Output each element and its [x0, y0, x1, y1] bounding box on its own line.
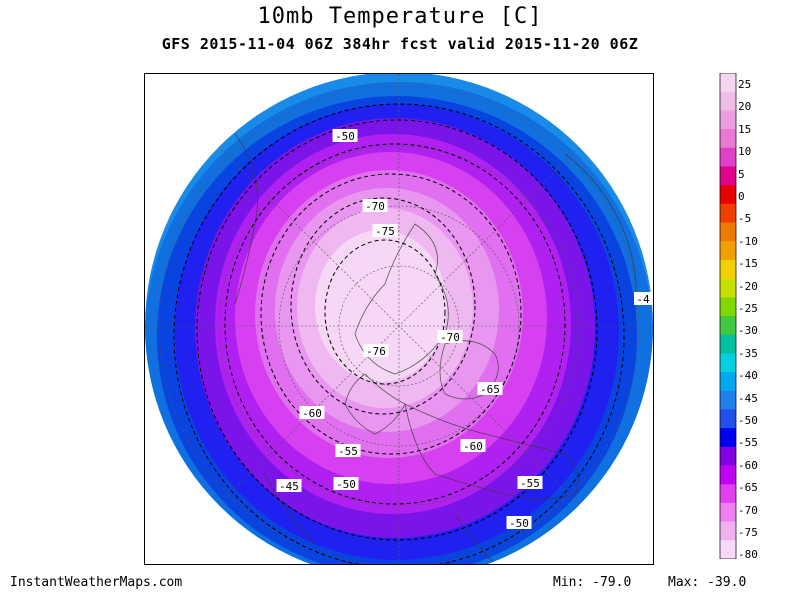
color-scale-tick: -20	[738, 279, 758, 293]
color-scale-swatch	[720, 222, 736, 242]
color-scale-tick: -40	[738, 369, 758, 383]
contour-label: -76	[366, 345, 386, 358]
contour-label: -55	[338, 445, 358, 458]
contour-label: -50	[335, 130, 355, 143]
contour-label: -50	[509, 517, 529, 530]
site-credit: InstantWeatherMaps.com	[10, 575, 183, 590]
contour-labels: -50 -70 -75 -70 -76 -65 -60 -60 -55 -50 -45 -55 -50 -…	[276, 129, 652, 530]
coastlines	[234, 133, 637, 564]
color-scale-swatch	[720, 73, 736, 93]
color-scale-swatch	[720, 241, 736, 261]
color-scale-swatch	[720, 110, 736, 130]
contour-label: -65	[480, 383, 500, 396]
color-scale-swatch	[720, 91, 736, 111]
color-scale-swatch	[720, 390, 736, 410]
color-scale-swatch	[720, 446, 736, 467]
min-value: Min: -79.0	[553, 575, 632, 590]
contour-label: -70	[440, 331, 460, 344]
color-scale-swatch	[720, 409, 736, 429]
color-scale-swatch	[720, 259, 736, 280]
color-scale-swatch	[720, 372, 736, 392]
color-scale-swatch	[720, 334, 736, 354]
map-title: 10mb Temperature [C]	[257, 4, 543, 29]
color-scale-tick: 10	[738, 145, 752, 159]
contour-label: -60	[463, 440, 483, 453]
color-scale-swatch	[720, 521, 736, 541]
color-scale-swatch	[720, 278, 736, 298]
color-scale-tick: -75	[738, 526, 758, 539]
color-scale-tick: -45	[738, 391, 758, 405]
color-scale-tick: 0	[738, 190, 745, 203]
color-scale-swatch	[720, 540, 736, 559]
contour-label: -60	[302, 407, 322, 420]
color-scale-tick: -70	[738, 503, 758, 517]
temperature-field: -50 -70 -75 -70 -76 -65 -60 -60 -55 -50 -45 -55 -50 -…	[145, 74, 653, 564]
contour-label: -70	[365, 200, 385, 213]
color-scale-tick: -5	[738, 212, 752, 226]
graticule	[145, 74, 653, 564]
color-scale-tick: -60	[738, 458, 758, 472]
color-scale-tick: 25	[738, 78, 752, 91]
color-scale-tick: -15	[738, 257, 758, 271]
color-scale-swatch	[720, 465, 736, 485]
color-scale-swatch	[720, 316, 736, 336]
color-scale-tick: -35	[738, 346, 758, 360]
color-scale-tick: 5	[738, 167, 745, 181]
contour-label: -55	[520, 477, 540, 490]
color-scale-swatch	[720, 203, 736, 224]
color-scale-swatch	[720, 428, 736, 448]
color-scale-tick: -25	[738, 302, 758, 315]
color-scale-swatch	[720, 353, 736, 373]
color-scale-swatch	[720, 166, 736, 186]
contour-label: -50	[336, 478, 356, 491]
temperature-band	[315, 230, 447, 382]
color-scale-swatch	[720, 129, 736, 149]
contour-label: -45	[279, 480, 299, 493]
color-scale-tick: -10	[738, 234, 758, 248]
color-scale-swatch	[720, 502, 736, 523]
color-scale-swatch	[720, 185, 736, 205]
contour-lines	[173, 103, 625, 564]
color-scale-tick: -50	[738, 414, 758, 427]
polar-map: -50 -70 -75 -70 -76 -65 -60 -60 -55 -50 -45 -55 -50 -…	[144, 73, 654, 565]
color-scale-tick: -80	[738, 548, 758, 562]
contour-label: -4	[636, 293, 650, 306]
color-scale-tick: -55	[738, 436, 758, 450]
color-scale-tick: -30	[738, 324, 758, 338]
color-scale-swatch	[720, 297, 736, 317]
max-value: Max: -39.0	[668, 575, 747, 590]
color-scale-tick: 20	[738, 100, 752, 114]
color-scale-swatch	[720, 484, 736, 504]
color-scale-bar	[719, 73, 737, 559]
color-scale-tick: 15	[738, 122, 752, 136]
map-subtitle: GFS 2015-11-04 06Z 384hr fcst valid 2015…	[161, 35, 639, 53]
contour-label: -75	[375, 225, 395, 238]
color-scale-tick: -65	[738, 481, 758, 495]
color-scale-swatch	[720, 147, 736, 167]
